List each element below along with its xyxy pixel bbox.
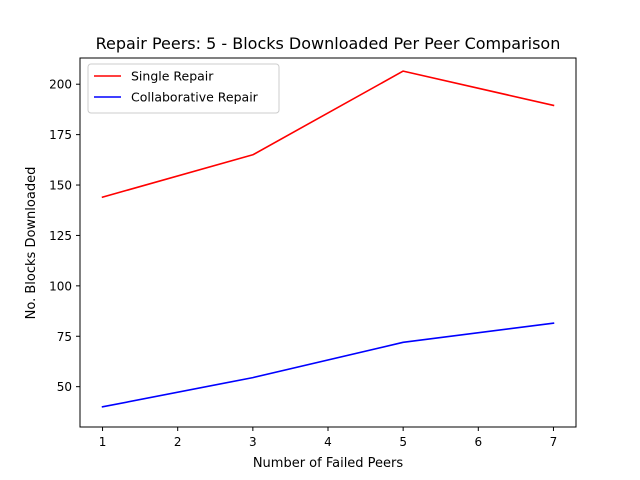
x-tick-label: 6 xyxy=(474,435,482,449)
y-tick-label: 200 xyxy=(49,78,72,92)
y-tick-label: 50 xyxy=(57,380,72,394)
series-layer xyxy=(101,70,555,408)
x-tick-label: 7 xyxy=(550,435,558,449)
y-axis-label: No. Blocks Downloaded xyxy=(24,167,39,320)
x-tick-label: 2 xyxy=(174,435,182,449)
y-tick-label: 175 xyxy=(49,128,72,142)
chart-title: Repair Peers: 5 - Blocks Downloaded Per … xyxy=(96,34,561,53)
legend-entry: Collaborative Repair xyxy=(94,90,259,105)
y-tick-label: 75 xyxy=(57,330,72,344)
x-tick-label: 3 xyxy=(249,435,257,449)
legend-label: Single Repair xyxy=(131,69,214,84)
x-tick-label: 5 xyxy=(399,435,407,449)
x-tick-label: 1 xyxy=(99,435,107,449)
legend: Single Repair Collaborative Repair xyxy=(87,63,280,114)
y-tick-label: 125 xyxy=(49,229,72,243)
legend-label: Collaborative Repair xyxy=(131,90,259,105)
y-axis-ticks: 50 75 100 125 150 175 200 xyxy=(49,78,80,394)
x-tick-label: 4 xyxy=(324,435,332,449)
series-line-single-repair xyxy=(101,70,555,199)
x-axis-ticks: 1 2 3 4 5 6 7 xyxy=(99,427,558,449)
series-line-collaborative-repair xyxy=(101,322,555,408)
plot-area xyxy=(80,58,576,427)
y-tick-label: 150 xyxy=(49,179,72,193)
legend-box xyxy=(87,63,280,114)
y-tick-label: 100 xyxy=(49,279,72,293)
plot-frame xyxy=(79,57,577,428)
x-axis-label: Number of Failed Peers xyxy=(253,456,404,471)
legend-entry: Single Repair xyxy=(94,69,214,84)
plot-background xyxy=(80,58,576,427)
